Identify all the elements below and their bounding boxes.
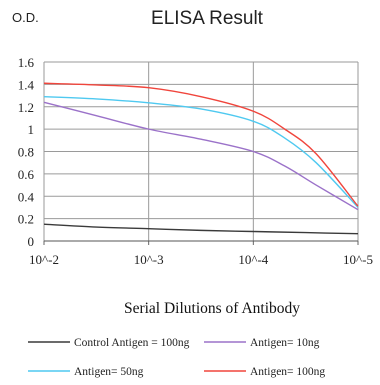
series-line-3 [43,82,359,207]
x-tick-label: 10^-4 [238,252,268,267]
y-tick-labels: 1.6 1.4 1.2 1 0.8 0.6 0.4 0.2 0 [18,55,35,249]
x-tick-label: 10^-3 [134,252,164,267]
y-tick-label: 0.6 [18,167,35,182]
legend-label: Antigen= 10ng [250,337,320,349]
series-line-0 [43,223,359,235]
series-line-2 [43,95,359,208]
y-tick-label: 0.8 [18,145,34,160]
y-tick-label: 0 [28,234,35,249]
y-tick-label: 1.4 [18,77,35,92]
grid [43,61,359,245]
y-tick-label: 0.4 [18,189,35,204]
y-tick-label: 1.6 [18,55,35,70]
series-lines [43,82,359,235]
series-line-1 [43,101,359,211]
legend: Control Antigen = 100ng Antigen= 10ng Anti… [28,337,325,378]
legend-label: Antigen= 50ng [74,366,144,378]
y-tick-label: 1 [28,122,35,137]
x-tick-labels: 10^-2 10^-3 10^-4 10^-5 [29,252,373,267]
y-axis-label: O.D. [12,10,39,25]
x-tick-label: 10^-5 [343,252,373,267]
x-axis-label: Serial Dilutions of Antibody [124,300,300,317]
y-tick-label: 1.2 [18,100,34,115]
chart-title: ELISA Result [151,8,264,29]
x-tick-label: 10^-2 [29,252,59,267]
legend-label: Control Antigen = 100ng [74,337,190,349]
legend-label: Antigen= 100ng [250,366,325,378]
y-tick-label: 0.2 [18,212,34,227]
